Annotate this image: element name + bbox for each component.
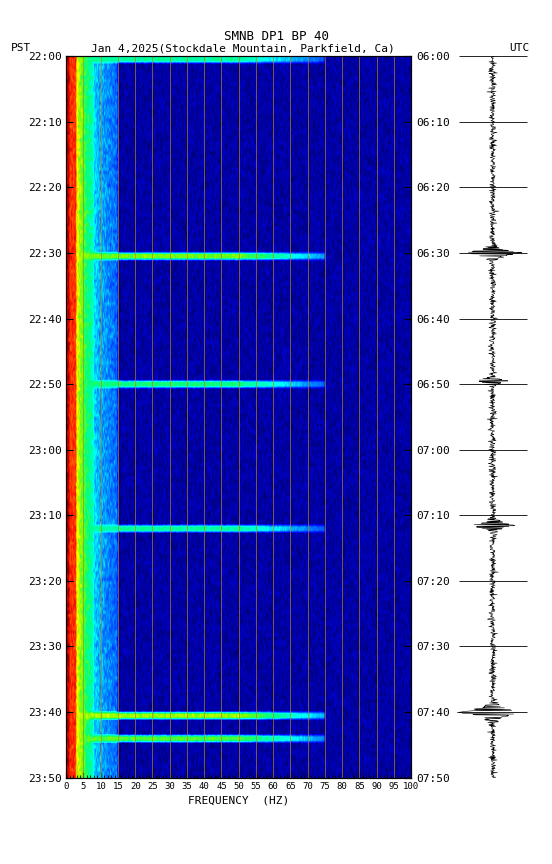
Text: PST: PST xyxy=(11,43,31,54)
Text: UTC: UTC xyxy=(509,43,530,54)
Text: SMNB DP1 BP 40: SMNB DP1 BP 40 xyxy=(224,30,328,43)
Text: Jan 4,2025(Stockdale Mountain, Parkfield, Ca): Jan 4,2025(Stockdale Mountain, Parkfield… xyxy=(91,43,395,54)
X-axis label: FREQUENCY  (HZ): FREQUENCY (HZ) xyxy=(188,796,289,805)
